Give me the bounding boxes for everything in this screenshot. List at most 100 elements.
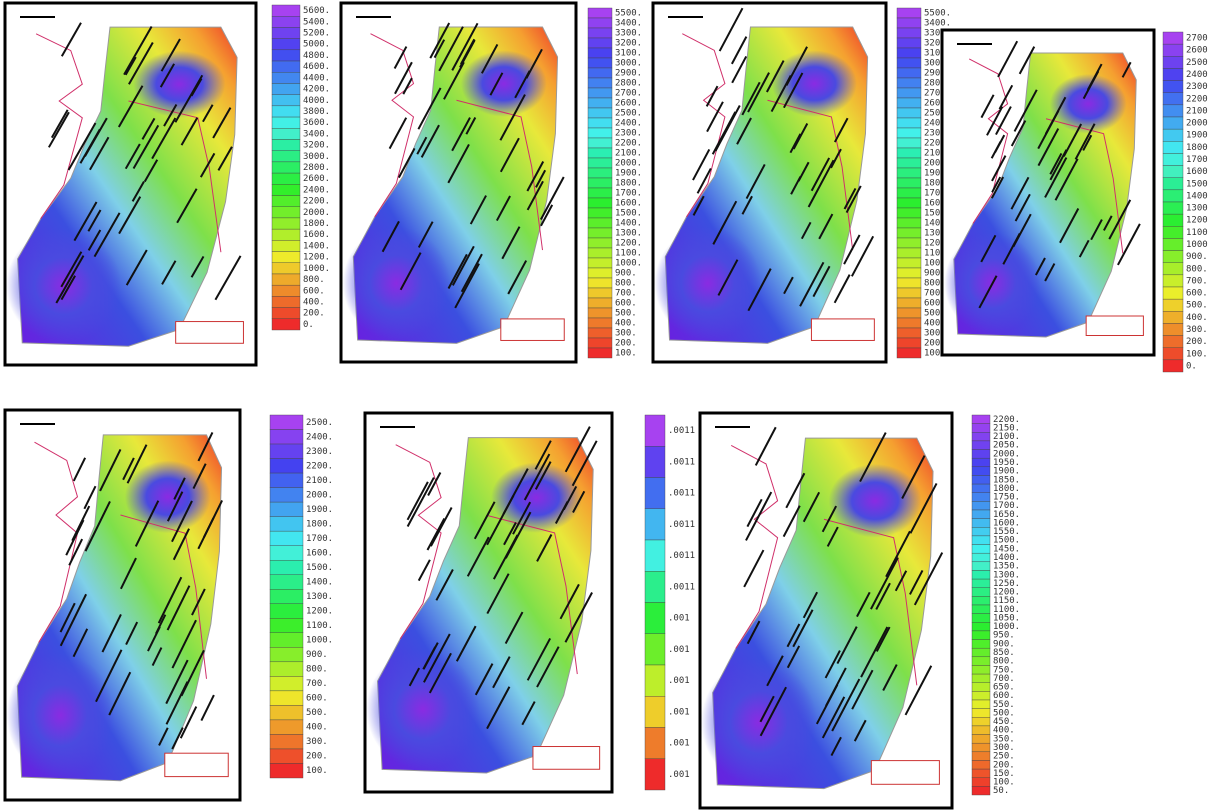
- fault: [804, 492, 819, 521]
- legend-label: 1500.: [993, 536, 1020, 546]
- legend-swatch: [271, 38, 301, 51]
- fault: [855, 720, 866, 741]
- legend-label: 5500.: [924, 9, 951, 19]
- fault: [127, 250, 147, 285]
- legend-label: 1700.: [924, 189, 951, 199]
- legend-label: 1150.: [993, 596, 1020, 606]
- fault: [573, 491, 584, 512]
- fault: [760, 696, 773, 722]
- fault: [1123, 62, 1131, 77]
- fault: [979, 276, 996, 308]
- legend-swatch: [269, 414, 304, 430]
- legend-swatch: [644, 727, 666, 759]
- legend-swatch: [269, 690, 304, 706]
- fault: [148, 627, 160, 651]
- fault: [883, 665, 897, 691]
- legend-label: 1650.: [993, 510, 1020, 520]
- legend-label: 1900.: [993, 467, 1020, 477]
- legend-swatch: [896, 87, 922, 99]
- legend-swatch: [1162, 189, 1184, 203]
- fault: [159, 577, 182, 623]
- fault: [74, 202, 96, 241]
- fault: [560, 584, 578, 618]
- legend-swatch: [896, 57, 922, 69]
- fault: [468, 537, 489, 576]
- depocenter: [460, 50, 547, 117]
- map-panel: 5500.3400.3300.3200.3100.3000.2900.2800.…: [653, 3, 951, 362]
- legend-label: 2100.: [615, 149, 642, 159]
- legend-label: 800.: [1186, 264, 1208, 274]
- fault: [168, 586, 190, 630]
- legend-swatch: [587, 157, 613, 169]
- legend-swatch: [971, 656, 991, 666]
- legend-swatch: [271, 16, 301, 28]
- legend-swatch: [971, 501, 991, 511]
- legend-swatch: [644, 446, 666, 478]
- legend-swatch: [896, 37, 922, 49]
- legend-label: 1100.: [306, 621, 333, 631]
- legend-label: 300.: [306, 737, 328, 747]
- legend-label: 50.: [993, 786, 1009, 796]
- fault: [126, 144, 140, 169]
- legend-swatch: [896, 207, 922, 219]
- fault: [906, 666, 932, 715]
- legend-swatch: [971, 639, 991, 649]
- legend-swatch: [896, 17, 922, 29]
- legend-label: 1700.: [615, 189, 642, 199]
- legend-label: 2000.: [615, 159, 642, 169]
- legend-label: 1200: [1186, 216, 1208, 226]
- fault: [74, 629, 88, 657]
- legend-label: 4800.: [303, 51, 330, 61]
- fault: [390, 118, 407, 149]
- legend-label: 1000.: [924, 259, 951, 269]
- fault: [812, 158, 830, 191]
- title-block: [532, 746, 601, 770]
- legend-swatch: [269, 589, 304, 604]
- legend-swatch: [269, 618, 304, 634]
- fault: [395, 47, 407, 69]
- fault: [408, 482, 428, 520]
- legend-swatch: [271, 184, 301, 196]
- legend-label: 1600.: [306, 548, 333, 558]
- legend-swatch: [971, 777, 991, 787]
- legend-swatch: [896, 317, 922, 329]
- legend-swatch: [1162, 116, 1184, 130]
- legend-swatch: [587, 17, 613, 29]
- fault: [1060, 208, 1078, 242]
- fault: [694, 196, 704, 215]
- fault: [460, 40, 475, 67]
- legend-label: 850.: [993, 648, 1015, 658]
- fault: [89, 230, 101, 250]
- legend-swatch: [587, 337, 613, 349]
- fault: [444, 62, 464, 99]
- legend-swatch: [896, 327, 922, 339]
- fault: [49, 112, 69, 147]
- fault: [1016, 194, 1030, 221]
- fault: [145, 160, 157, 182]
- legend-swatch: [971, 466, 991, 476]
- legend-label: 2800.: [303, 163, 330, 173]
- legend-swatch: [1162, 56, 1184, 69]
- fault: [61, 276, 75, 300]
- legend-swatch: [271, 72, 301, 84]
- fault: [831, 737, 841, 755]
- legend-swatch: [896, 307, 922, 319]
- legend-label: 1300.: [615, 229, 642, 239]
- legend-swatch: [1162, 92, 1184, 106]
- fault: [992, 156, 1006, 181]
- fault: [826, 651, 840, 678]
- boundary: [682, 34, 852, 250]
- fault: [526, 49, 542, 78]
- legend-label: .0011: [668, 551, 695, 561]
- legend-label: 800.: [303, 275, 325, 285]
- fault: [134, 125, 159, 168]
- fault: [756, 427, 776, 465]
- legend-swatch: [971, 432, 991, 442]
- legend-label: 1400: [1186, 191, 1208, 201]
- legend-swatch: [644, 602, 666, 634]
- legend-label: 2200.: [924, 139, 951, 149]
- fault: [896, 571, 907, 591]
- fault: [506, 612, 523, 643]
- legend-label: 450.: [993, 717, 1015, 727]
- legend-label: 100.: [306, 766, 328, 776]
